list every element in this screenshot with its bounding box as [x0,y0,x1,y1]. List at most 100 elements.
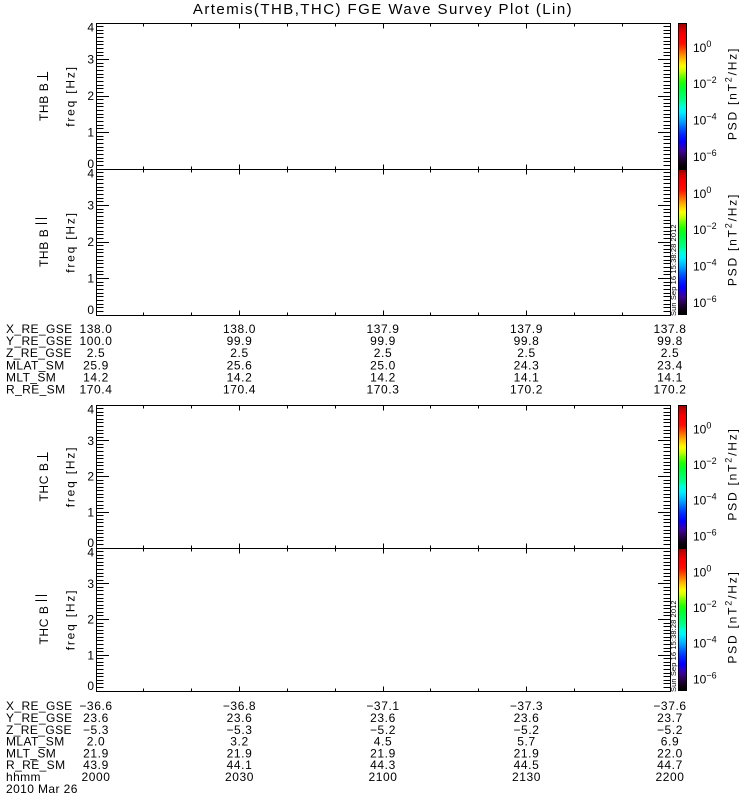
svg-text:99.9: 99.9 [227,334,253,348]
svg-text:23.6: 23.6 [83,711,109,725]
svg-text:4: 4 [87,546,94,560]
svg-text:21.9: 21.9 [227,746,253,760]
svg-text:21.9: 21.9 [514,746,540,760]
svg-text:170.4: 170.4 [223,383,256,397]
svg-text:2000: 2000 [81,770,110,784]
svg-text:44.1: 44.1 [227,758,253,772]
svg-text:4: 4 [87,167,94,181]
svg-text:2.5: 2.5 [87,346,105,360]
svg-text:2.5: 2.5 [661,346,679,360]
svg-text:4: 4 [87,21,94,35]
svg-text:MLAT_SM: MLAT_SM [6,358,65,372]
svg-text:44.7: 44.7 [657,758,683,772]
svg-text:10−4: 10−4 [693,258,717,274]
svg-text:Y_RE_GSE: Y_RE_GSE [6,711,73,725]
svg-text:Z_RE_GSE: Z_RE_GSE [6,723,72,737]
svg-text:6.9: 6.9 [661,735,679,749]
svg-text:2100: 2100 [368,770,397,784]
svg-text:2.5: 2.5 [374,346,392,360]
svg-text:2.0: 2.0 [87,735,105,749]
svg-text:10−4: 10−4 [693,492,717,508]
svg-text:170.2: 170.2 [510,383,543,397]
svg-text:2200: 2200 [655,770,684,784]
svg-text:3.2: 3.2 [230,735,248,749]
svg-text:100: 100 [693,39,711,55]
svg-text:2: 2 [87,470,94,484]
svg-text:10−6: 10−6 [693,294,717,310]
svg-text:14.2: 14.2 [83,371,109,385]
svg-text:Y_RE_GSE: Y_RE_GSE [6,334,73,348]
svg-text:freq [Hz]: freq [Hz] [64,589,78,651]
svg-text:10−2: 10−2 [693,456,717,472]
svg-text:THB B: THB B [37,229,51,267]
svg-text:−36.6: −36.6 [79,699,112,713]
svg-text:10−6: 10−6 [693,148,717,164]
svg-text:−5.3: −5.3 [226,723,252,737]
svg-text:10−4: 10−4 [693,112,717,128]
svg-text:MLT_SM: MLT_SM [6,371,56,385]
svg-text:3: 3 [87,199,94,213]
svg-text:2.5: 2.5 [230,346,248,360]
svg-text:14.1: 14.1 [514,371,540,385]
svg-text:100: 100 [693,421,711,437]
svg-text:1: 1 [87,506,94,520]
svg-text:−37.6: −37.6 [653,699,686,713]
svg-text:43.9: 43.9 [83,758,109,772]
svg-text:10−6: 10−6 [693,527,717,543]
svg-text:Sun Sep 16 15:38:28 2012: Sun Sep 16 15:38:28 2012 [669,224,678,316]
svg-text:10−6: 10−6 [693,670,717,686]
svg-text:3: 3 [87,53,94,67]
svg-text:−37.1: −37.1 [366,699,399,713]
svg-text:0: 0 [87,536,94,550]
svg-text:25.0: 25.0 [370,358,396,372]
svg-text:99.8: 99.8 [657,334,683,348]
svg-text:X_RE_GSE: X_RE_GSE [6,322,73,336]
svg-text:Z_RE_GSE: Z_RE_GSE [6,346,72,360]
svg-text:0: 0 [87,157,94,171]
svg-text:170.3: 170.3 [366,383,399,397]
svg-text:THC B: THC B [37,606,51,645]
svg-text:1: 1 [87,126,94,140]
svg-text:hhmm: hhmm [6,770,41,784]
svg-text:Sun Sep 16 15:38:28 2012: Sun Sep 16 15:38:28 2012 [669,600,678,692]
svg-text:−5.3: −5.3 [83,723,109,737]
svg-text:99.9: 99.9 [370,334,396,348]
svg-text:0: 0 [87,303,94,317]
svg-text:THC B: THC B [37,463,51,502]
svg-text:PSD [nT2/Hz]: PSD [nT2/Hz] [724,570,740,663]
svg-text:freq [Hz]: freq [Hz] [64,65,78,127]
svg-text:freq [Hz]: freq [Hz] [64,211,78,273]
svg-text:2010 Mar 26: 2010 Mar 26 [6,782,78,796]
svg-text:1: 1 [87,649,94,663]
svg-text:2: 2 [87,89,94,103]
svg-text:25.9: 25.9 [83,358,109,372]
svg-text:21.9: 21.9 [83,746,109,760]
svg-text:2130: 2130 [512,770,541,784]
svg-text:−5.2: −5.2 [513,723,539,737]
svg-text:X_RE_GSE: X_RE_GSE [6,699,73,713]
svg-text:170.2: 170.2 [653,383,686,397]
svg-text:−5.2: −5.2 [657,723,683,737]
svg-text:10−2: 10−2 [693,221,717,237]
svg-text:10−2: 10−2 [693,75,717,91]
svg-text:22.0: 22.0 [657,746,683,760]
svg-text:10−4: 10−4 [693,635,717,651]
svg-text:23.4: 23.4 [657,358,683,372]
svg-text:14.2: 14.2 [227,371,253,385]
svg-text:138.0: 138.0 [79,322,112,336]
svg-text:2: 2 [87,235,94,249]
svg-text:0: 0 [87,679,94,693]
svg-text:R_RE_SM: R_RE_SM [6,758,65,772]
svg-text:25.6: 25.6 [227,358,253,372]
svg-text:PSD [nT2/Hz]: PSD [nT2/Hz] [724,193,740,286]
svg-text:−5.2: −5.2 [370,723,396,737]
svg-text:R_RE_SM: R_RE_SM [6,383,65,397]
svg-text:137.9: 137.9 [366,322,399,336]
svg-text:14.2: 14.2 [370,371,396,385]
svg-text:14.1: 14.1 [657,371,683,385]
svg-text:100: 100 [693,185,711,201]
svg-text:MLAT_SM: MLAT_SM [6,735,65,749]
svg-text:2030: 2030 [225,770,254,784]
svg-text:5.7: 5.7 [517,735,535,749]
svg-text:138.0: 138.0 [223,322,256,336]
